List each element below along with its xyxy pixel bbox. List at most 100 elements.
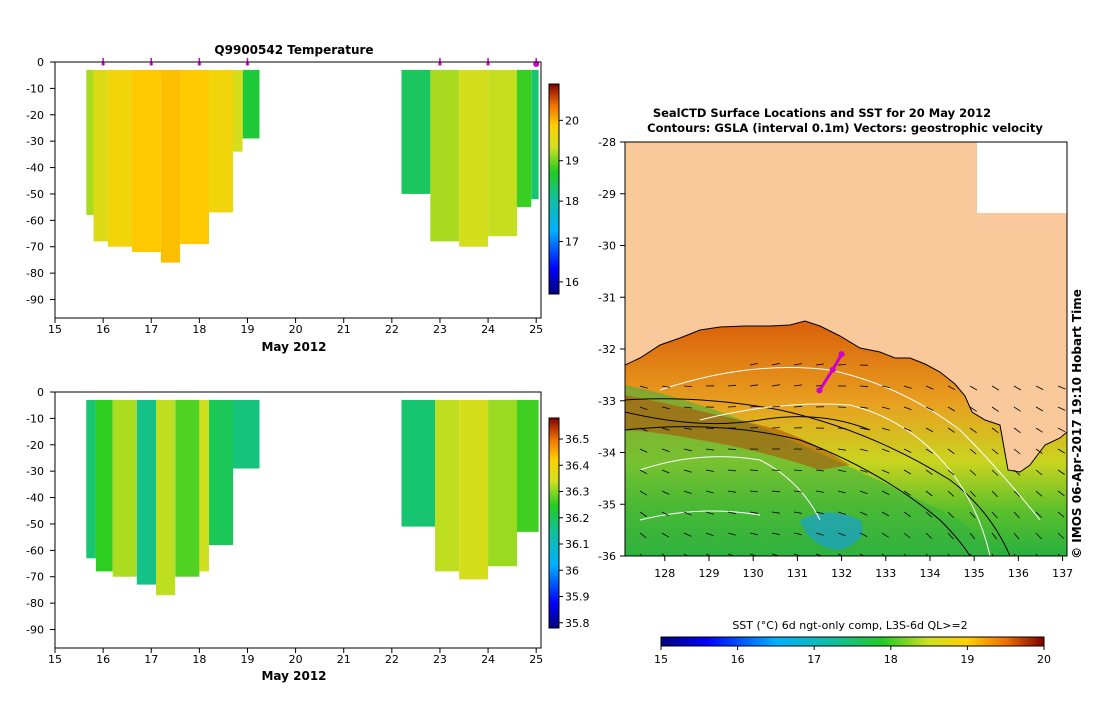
temperature-profiles bbox=[86, 70, 538, 263]
x-tick-label: 25 bbox=[529, 653, 543, 666]
x-tick-label: 20 bbox=[289, 653, 303, 666]
lon-tick-label: 130 bbox=[743, 567, 764, 580]
profile-column bbox=[488, 400, 517, 566]
no-data-region bbox=[977, 142, 1067, 213]
lon-tick-label: 129 bbox=[698, 567, 719, 580]
sealctd-location bbox=[816, 387, 822, 393]
profile-column bbox=[175, 400, 199, 577]
colorbar-tick-label: 19 bbox=[565, 155, 579, 168]
y-tick-label: 0 bbox=[37, 386, 44, 399]
profile-column bbox=[459, 400, 488, 580]
colorbar-tick-label: 36.4 bbox=[565, 459, 590, 472]
y-tick-label: -40 bbox=[26, 492, 44, 505]
profile-column bbox=[517, 400, 539, 532]
x-tick-label: 21 bbox=[337, 323, 351, 336]
x-tick-label: 18 bbox=[192, 653, 206, 666]
colorbar-tick-label: 36 bbox=[565, 564, 579, 577]
lat-tick-label: -36 bbox=[598, 550, 616, 563]
colorbar-tick-label: 35.8 bbox=[565, 617, 590, 630]
lon-tick-label: 131 bbox=[787, 567, 808, 580]
x-tick-label: 19 bbox=[240, 323, 254, 336]
x-tick-label: 16 bbox=[96, 323, 110, 336]
y-tick-label: -70 bbox=[26, 571, 44, 584]
y-tick-label: 0 bbox=[37, 56, 44, 69]
x-tick-label: 21 bbox=[337, 653, 351, 666]
x-tick-label: 19 bbox=[240, 653, 254, 666]
temperature-panel: Q9900542 Temperature 0-10-20-30-40-50-60… bbox=[26, 43, 579, 354]
x-tick-label: 23 bbox=[433, 323, 447, 336]
lat-tick-label: -29 bbox=[598, 188, 616, 201]
sst-colorbar-tick-label: 20 bbox=[1037, 653, 1051, 666]
profile-date-dot bbox=[102, 62, 105, 65]
velocity-vector bbox=[838, 365, 846, 366]
profile-column bbox=[435, 400, 459, 572]
profile-column bbox=[233, 400, 260, 469]
colorbar-tick-label: 36.2 bbox=[565, 512, 590, 525]
lon-tick-label: 134 bbox=[919, 567, 940, 580]
profile-date-dot bbox=[486, 62, 489, 65]
y-tick-label: -50 bbox=[26, 518, 44, 531]
lat-tick-label: -31 bbox=[598, 291, 616, 304]
y-tick-label: -20 bbox=[26, 439, 44, 452]
profile-column bbox=[96, 400, 113, 572]
lat-tick-label: -30 bbox=[598, 240, 616, 253]
profile-column bbox=[531, 70, 538, 199]
sst-colorbar-tick-label: 15 bbox=[654, 653, 668, 666]
salinity-y-axis: 0-10-20-30-40-50-60-70-80-90 bbox=[26, 386, 55, 637]
profile-column bbox=[209, 400, 233, 545]
x-tick-label: 24 bbox=[481, 323, 495, 336]
imos-credit-label: © IMOS 06-Apr-2017 19:10 Hobart Time bbox=[1070, 289, 1084, 559]
map-title-line2: Contours: GSLA (interval 0.1m) Vectors: … bbox=[647, 121, 1043, 135]
sst-colorbar-tick-label: 16 bbox=[731, 653, 745, 666]
profile-column bbox=[113, 400, 137, 577]
sst-colorbar-tick-label: 19 bbox=[960, 653, 974, 666]
profile-column bbox=[430, 70, 459, 242]
y-tick-label: -70 bbox=[26, 241, 44, 254]
profile-column bbox=[161, 70, 180, 263]
profile-date-dot bbox=[198, 62, 201, 65]
profile-column bbox=[94, 70, 108, 242]
profile-column bbox=[488, 70, 517, 236]
x-tick-label: 22 bbox=[385, 653, 399, 666]
sealctd-location bbox=[839, 351, 845, 357]
profile-column bbox=[517, 70, 531, 207]
profile-column bbox=[86, 400, 96, 558]
lon-tick-label: 133 bbox=[875, 567, 896, 580]
colorbar-tick-label: 18 bbox=[565, 195, 579, 208]
y-tick-label: -60 bbox=[26, 214, 44, 227]
y-tick-label: -90 bbox=[26, 294, 44, 307]
y-tick-label: -50 bbox=[26, 188, 44, 201]
profile-column bbox=[180, 70, 209, 244]
y-tick-label: -30 bbox=[26, 135, 44, 148]
map-plot-area bbox=[625, 142, 1067, 561]
y-tick-label: -20 bbox=[26, 109, 44, 122]
temperature-title: Q9900542 Temperature bbox=[214, 43, 373, 57]
map-title-line1: SealCTD Surface Locations and SST for 20… bbox=[653, 106, 991, 120]
profile-date-dot bbox=[150, 62, 153, 65]
x-tick-label: 23 bbox=[433, 653, 447, 666]
temperature-colorbar bbox=[549, 84, 559, 294]
profile-column bbox=[243, 70, 260, 139]
profile-column bbox=[137, 400, 156, 585]
lat-tick-label: -32 bbox=[598, 343, 616, 356]
y-tick-label: -30 bbox=[26, 465, 44, 478]
sst-colorbar-tick-label: 17 bbox=[807, 653, 821, 666]
profile-column bbox=[402, 400, 436, 527]
sst-colorbar bbox=[661, 637, 1044, 646]
sealctd-location bbox=[830, 367, 836, 373]
colorbar-tick-label: 20 bbox=[565, 114, 579, 127]
x-tick-label: 24 bbox=[481, 653, 495, 666]
lat-tick-label: -28 bbox=[598, 136, 616, 149]
x-tick-label: 15 bbox=[48, 323, 62, 336]
temperature-x-label: May 2012 bbox=[261, 340, 326, 354]
colorbar-tick-label: 36.3 bbox=[565, 486, 590, 499]
y-tick-label: -10 bbox=[26, 82, 44, 95]
lon-tick-label: 136 bbox=[1008, 567, 1029, 580]
